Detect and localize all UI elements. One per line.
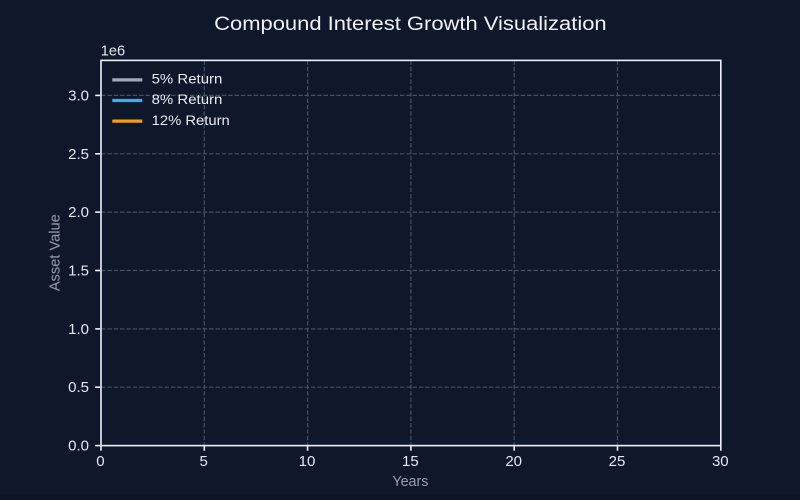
svg-text:30: 30 [712,453,729,470]
svg-text:Years: Years [392,473,428,490]
svg-text:5% Return: 5% Return [152,72,223,87]
svg-text:10: 10 [299,453,316,470]
svg-text:1.5: 1.5 [68,263,89,280]
svg-text:1.0: 1.0 [68,321,89,338]
svg-text:15: 15 [402,453,419,470]
svg-text:5: 5 [200,453,208,470]
svg-text:20: 20 [505,453,522,470]
svg-text:25: 25 [609,453,626,470]
svg-text:Compound Interest Growth Visua: Compound Interest Growth Visualization [214,13,607,35]
svg-text:Asset Value: Asset Value [47,214,64,291]
svg-text:2.5: 2.5 [68,146,89,163]
svg-text:0.5: 0.5 [68,379,89,396]
svg-text:12% Return: 12% Return [152,113,230,128]
svg-text:0: 0 [96,453,104,470]
svg-text:0.0: 0.0 [68,438,89,455]
svg-text:8% Return: 8% Return [152,92,223,107]
svg-text:3.0: 3.0 [68,88,89,105]
svg-text:2.0: 2.0 [68,204,89,221]
svg-text:1e6: 1e6 [101,43,125,60]
